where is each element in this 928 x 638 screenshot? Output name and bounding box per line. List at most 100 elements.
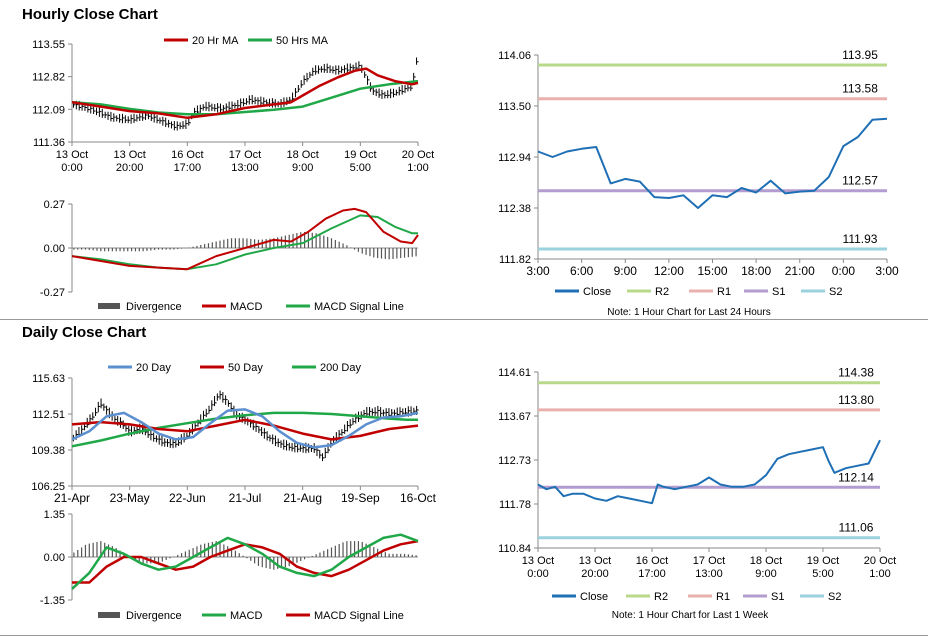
daily-price-xtick-label: 21-Jul	[229, 491, 262, 505]
hourly-price-ytick-label: 112.09	[32, 104, 65, 116]
hourly-price-xtick-label: 17:00	[174, 162, 202, 174]
hourly-close-ytick-label: 113.50	[498, 101, 531, 113]
hourly-section-title: Hourly Close Chart	[22, 6, 158, 23]
daily-price-xtick-label: 16-Oct	[400, 491, 437, 505]
daily-price-50day-line	[71, 418, 419, 441]
daily-close-ytick-label: 113.67	[498, 411, 531, 423]
hourly-price-50hr-ma-line	[71, 79, 419, 116]
hourly-price-ytick-label: 112.82	[32, 72, 65, 84]
hourly-macd-legend-divergence-swatch	[98, 303, 120, 309]
hourly-close-ytick-label: 111.82	[499, 254, 531, 266]
hourly-close-xtick-label: 12:00	[654, 264, 684, 278]
hourly-price-20hr-ma-line	[71, 67, 419, 120]
hourly-close-ytick-label: 112.94	[498, 152, 531, 164]
daily-close-close-line	[537, 439, 881, 505]
hourly-price-xtick-label: 0:00	[61, 162, 82, 174]
hourly-close-legend-s1-label: S1	[772, 286, 785, 298]
hourly-macd-ytick-label: -0.27	[40, 287, 65, 299]
hourly-price-xtick-label: 20:00	[116, 162, 144, 174]
hourly-close-close-line	[537, 117, 888, 209]
hourly-close-level-label-s1: 112.57	[842, 174, 878, 188]
daily-price-xtick-label: 21-Apr	[54, 491, 90, 505]
daily-close-ytick-label: 110.84	[498, 543, 531, 555]
daily-close-xtick-label: 9:00	[755, 568, 776, 580]
hourly-price-ytick-label: 113.55	[32, 39, 65, 51]
daily-macd-ytick-label: 0.00	[44, 552, 65, 564]
hourly-close-note: Note: 1 Hour Chart for Last 24 Hours	[607, 307, 770, 318]
hourly-price-xtick-label: 1:00	[407, 162, 428, 174]
daily-close-xtick-label: 1:00	[869, 568, 890, 580]
daily-price-xtick-label: 21-Aug	[283, 491, 322, 505]
daily-price-ytick-label: 115.63	[32, 373, 65, 385]
hourly-price-xtick-label: 13 Oct	[113, 149, 145, 161]
daily-close-legend-close-label: Close	[580, 591, 608, 603]
daily-close-ytick-label: 111.78	[499, 499, 531, 511]
hourly-close-xtick-label: 6:00	[570, 264, 594, 278]
hourly-close-level-label-s2: 111.93	[843, 232, 878, 246]
daily-close-xtick-label: 19 Oct	[807, 555, 839, 567]
hourly-close-legend-close-label: Close	[583, 286, 611, 298]
daily-close-ytick-label: 114.61	[498, 367, 531, 379]
daily-close-xtick-label: 16 Oct	[636, 555, 668, 567]
daily-macd-macd-line	[71, 533, 419, 590]
daily-price-20day-line	[71, 408, 419, 449]
daily-close-legend-r1-label: R1	[716, 591, 730, 603]
hourly-price-xtick-label: 9:00	[292, 162, 313, 174]
daily-macd-legend-divergence-label: Divergence	[126, 610, 182, 622]
daily-macd-ytick-label: 1.35	[44, 509, 65, 521]
hourly-close-xtick-label: 18:00	[741, 264, 771, 278]
hourly-price-xtick-label: 13:00	[231, 162, 259, 174]
hourly-macd-legend-signal-label: MACD Signal Line	[314, 301, 404, 313]
hourly-price-legend-20hr-label: 20 Hr MA	[192, 35, 239, 47]
daily-close-level-label-r2: 114.38	[838, 366, 874, 380]
hourly-close-xtick-label: 15:00	[697, 264, 727, 278]
daily-close-legend-s1-label: S1	[771, 591, 784, 603]
hourly-close-legend-r2-label: R2	[655, 286, 669, 298]
hourly-close-ytick-label: 112.38	[498, 203, 531, 215]
daily-close-xtick-label: 13 Oct	[522, 555, 554, 567]
hourly-macd-ytick-label: 0.00	[44, 243, 65, 255]
daily-close-xtick-label: 17:00	[638, 568, 666, 580]
bottom-divider	[0, 635, 928, 636]
daily-price-xtick-label: 22-Jun	[169, 491, 206, 505]
hourly-price-xtick-label: 16 Oct	[171, 149, 203, 161]
daily-price-xtick-label: 23-May	[110, 491, 150, 505]
daily-close-xtick-label: 18 Oct	[750, 555, 782, 567]
hourly-macd-legend-divergence-label: Divergence	[126, 301, 182, 313]
daily-price-legend-50day-label: 50 Day	[228, 362, 263, 374]
daily-close-xtick-label: 20 Oct	[864, 555, 896, 567]
hourly-close-xtick-label: 21:00	[785, 264, 815, 278]
daily-price-xtick-label: 19-Sep	[341, 491, 380, 505]
hourly-close-level-label-r2: 113.95	[842, 48, 878, 62]
daily-close-xtick-label: 17 Oct	[693, 555, 725, 567]
daily-close-level-label-r1: 113.80	[838, 393, 874, 407]
hourly-close-legend-r1-label: R1	[717, 286, 731, 298]
daily-section-title: Daily Close Chart	[22, 324, 147, 341]
daily-macd-ytick-label: -1.35	[40, 595, 65, 607]
daily-price-legend-20day-label: 20 Day	[136, 362, 171, 374]
daily-macd-legend-divergence-swatch	[98, 612, 120, 618]
hourly-price-xtick-label: 20 Oct	[402, 149, 434, 161]
daily-price-legend-200day-label: 200 Day	[320, 362, 361, 374]
hourly-price-xtick-label: 18 Oct	[286, 149, 318, 161]
daily-close-note: Note: 1 Hour Chart for Last 1 Week	[612, 610, 770, 621]
hourly-close-legend-s2-label: S2	[829, 286, 842, 298]
hourly-price-ytick-label: 111.36	[33, 137, 65, 149]
daily-close-legend-r2-label: R2	[654, 591, 668, 603]
daily-close-xtick-label: 20:00	[581, 568, 609, 580]
daily-macd-legend-signal-label: MACD Signal Line	[314, 610, 404, 622]
daily-price-ytick-label: 109.38	[31, 445, 65, 457]
hourly-macd-macd-line	[71, 207, 419, 271]
hourly-macd-legend-macd-label: MACD	[230, 301, 262, 313]
hourly-close-level-label-r1: 113.58	[842, 82, 878, 96]
daily-close-level-label-s1: 112.14	[838, 470, 874, 484]
hourly-macd-ytick-label: 0.27	[44, 199, 65, 211]
daily-close-ytick-label: 112.73	[498, 455, 531, 467]
hourly-price-xtick-label: 13 Oct	[56, 149, 88, 161]
daily-close-xtick-label: 13 Oct	[579, 555, 611, 567]
daily-close-legend-s2-label: S2	[828, 591, 841, 603]
hourly-price-xtick-label: 19 Oct	[344, 149, 376, 161]
hourly-close-xtick-label: 3:00	[875, 264, 899, 278]
daily-price-ytick-label: 106.25	[31, 481, 65, 493]
